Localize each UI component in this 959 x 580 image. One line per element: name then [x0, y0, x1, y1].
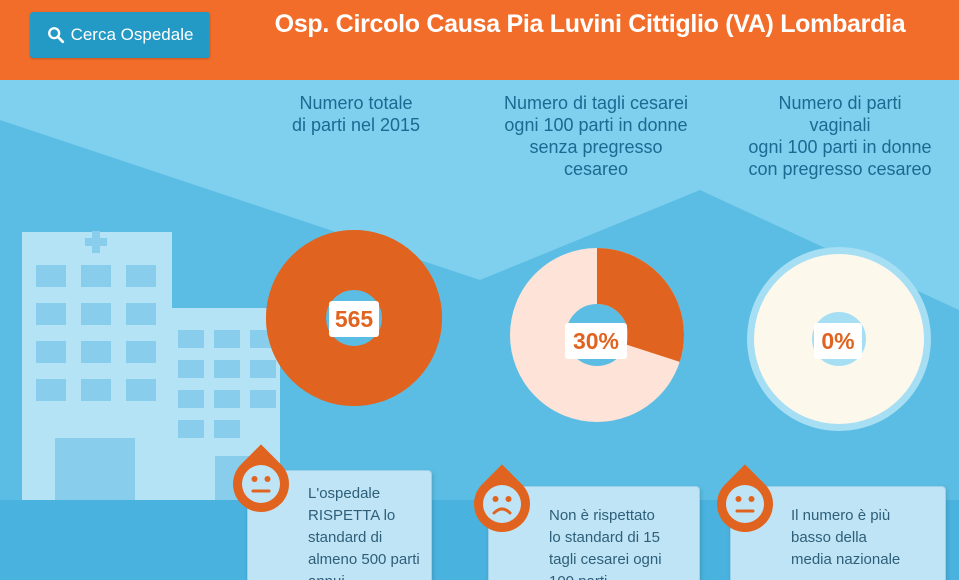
donut-cesarean-rate — [510, 248, 684, 422]
search-hospital-button[interactable]: Cerca Ospedale — [30, 12, 210, 58]
metric-title-cesarean-rate: Numero di tagli cesarei ogni 100 parti in… — [503, 93, 689, 179]
donut-value-arc — [510, 248, 684, 422]
value-total-births: 565 — [329, 301, 379, 337]
neutral-face-icon — [221, 444, 301, 524]
sad-face-icon — [462, 464, 542, 544]
donut-track — [754, 254, 924, 424]
donut-total-births — [266, 230, 442, 406]
value-cesarean-rate: 30% — [565, 323, 627, 359]
donut-value-arc — [266, 230, 442, 406]
note-card-cesarean-rate: Non è rispettato lo standard di 15 tagli c… — [488, 486, 700, 580]
metric-title-total-births: Numero totale di parti nel 2015 — [291, 93, 421, 135]
neutral-face-icon — [705, 464, 785, 544]
metric-title-vaginal-after-cesarean: Numero di parti vaginali ogni 100 parti in… — [748, 93, 932, 179]
header-bar: Cerca Ospedale Osp. Circolo Causa Pia Lu… — [0, 0, 959, 80]
search-icon — [47, 27, 64, 44]
page-title: Osp. Circolo Causa Pia Luvini Cittiglio … — [274, 10, 906, 38]
search-button-label: Cerca Ospedale — [70, 25, 194, 44]
value-vaginal-after-cesarean: 0% — [814, 323, 862, 359]
